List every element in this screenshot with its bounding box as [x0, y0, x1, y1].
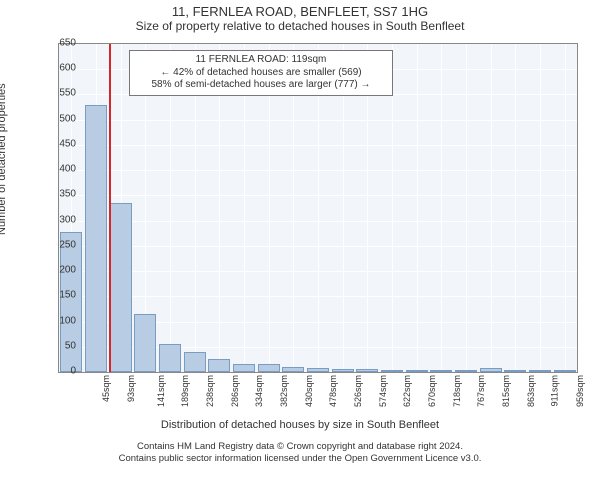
- footer-line-2: Contains public sector information licen…: [0, 453, 600, 465]
- y-tick-label: 150: [46, 290, 76, 301]
- marker-line: [109, 44, 111, 372]
- bar: [307, 368, 329, 372]
- x-tick-label: 526sqm: [353, 375, 363, 407]
- info-box-line: ← 42% of detached houses are smaller (56…: [136, 67, 386, 80]
- bar: [282, 367, 304, 372]
- bar: [258, 364, 280, 372]
- x-tick-label: 670sqm: [427, 375, 437, 407]
- bar: [208, 359, 230, 372]
- gridline-v: [491, 44, 492, 372]
- y-tick-label: 600: [46, 63, 76, 74]
- y-tick-label: 200: [46, 265, 76, 276]
- x-tick-label: 959sqm: [575, 375, 585, 407]
- y-tick-label: 650: [46, 38, 76, 49]
- gridline-v: [466, 44, 467, 372]
- info-box-line: 58% of semi-detached houses are larger (…: [136, 79, 386, 92]
- x-tick-label: 189sqm: [180, 375, 190, 407]
- gridline-v: [540, 44, 541, 372]
- gridline-v: [515, 44, 516, 372]
- bar: [159, 344, 181, 372]
- bar: [480, 368, 502, 372]
- x-tick-label: 45sqm: [101, 375, 111, 402]
- x-tick-label: 911sqm: [550, 375, 560, 406]
- x-tick-label: 622sqm: [402, 375, 412, 407]
- gridline-v: [417, 44, 418, 372]
- x-tick-label: 863sqm: [526, 375, 536, 407]
- y-tick-label: 100: [46, 315, 76, 326]
- footer-line-1: Contains HM Land Registry data © Crown c…: [0, 441, 600, 453]
- x-tick-label: 478sqm: [328, 375, 338, 407]
- bar: [184, 352, 206, 372]
- y-tick-label: 250: [46, 239, 76, 250]
- bar: [430, 370, 452, 372]
- x-tick-label: 815sqm: [501, 375, 511, 407]
- x-tick-label: 141sqm: [156, 375, 166, 407]
- bar: [332, 369, 354, 372]
- bar: [233, 364, 255, 372]
- y-tick-label: 550: [46, 88, 76, 99]
- x-axis-label: Distribution of detached houses by size …: [0, 419, 600, 431]
- x-tick-label: 334sqm: [254, 375, 264, 407]
- x-tick-label: 238sqm: [205, 375, 215, 407]
- bar: [356, 369, 378, 372]
- y-axis-label: Number of detached properties: [0, 83, 8, 235]
- chart-container: Number of detached properties 11 FERNLEA…: [0, 35, 600, 435]
- x-tick-label: 286sqm: [230, 375, 240, 407]
- title-main: 11, FERNLEA ROAD, BENFLEET, SS7 1HG: [0, 0, 600, 19]
- y-tick-label: 350: [46, 189, 76, 200]
- y-tick-label: 500: [46, 113, 76, 124]
- x-tick-label: 718sqm: [452, 375, 462, 407]
- footer: Contains HM Land Registry data © Crown c…: [0, 435, 600, 465]
- bar: [504, 370, 526, 372]
- y-tick-label: 300: [46, 214, 76, 225]
- y-tick-label: 0: [46, 366, 76, 377]
- gridline-v: [565, 44, 566, 372]
- bar: [381, 370, 403, 372]
- bar: [110, 203, 132, 372]
- title-sub: Size of property relative to detached ho…: [0, 19, 600, 35]
- bar: [406, 370, 428, 372]
- bar: [85, 105, 107, 372]
- y-tick-label: 50: [46, 340, 76, 351]
- info-box: 11 FERNLEA ROAD: 119sqm← 42% of detached…: [129, 50, 393, 96]
- x-tick-label: 382sqm: [279, 375, 289, 407]
- bar: [134, 314, 156, 372]
- y-tick-label: 400: [46, 164, 76, 175]
- x-tick-label: 430sqm: [304, 375, 314, 407]
- x-tick-label: 767sqm: [476, 375, 486, 407]
- bar: [455, 370, 477, 372]
- info-box-line: 11 FERNLEA ROAD: 119sqm: [136, 54, 386, 67]
- bar: [529, 370, 551, 372]
- y-tick-label: 450: [46, 138, 76, 149]
- x-tick-label: 574sqm: [378, 375, 388, 407]
- plot-area: 11 FERNLEA ROAD: 119sqm← 42% of detached…: [58, 43, 578, 373]
- gridline-v: [441, 44, 442, 372]
- x-tick-label: 93sqm: [126, 375, 136, 402]
- bar: [554, 370, 576, 372]
